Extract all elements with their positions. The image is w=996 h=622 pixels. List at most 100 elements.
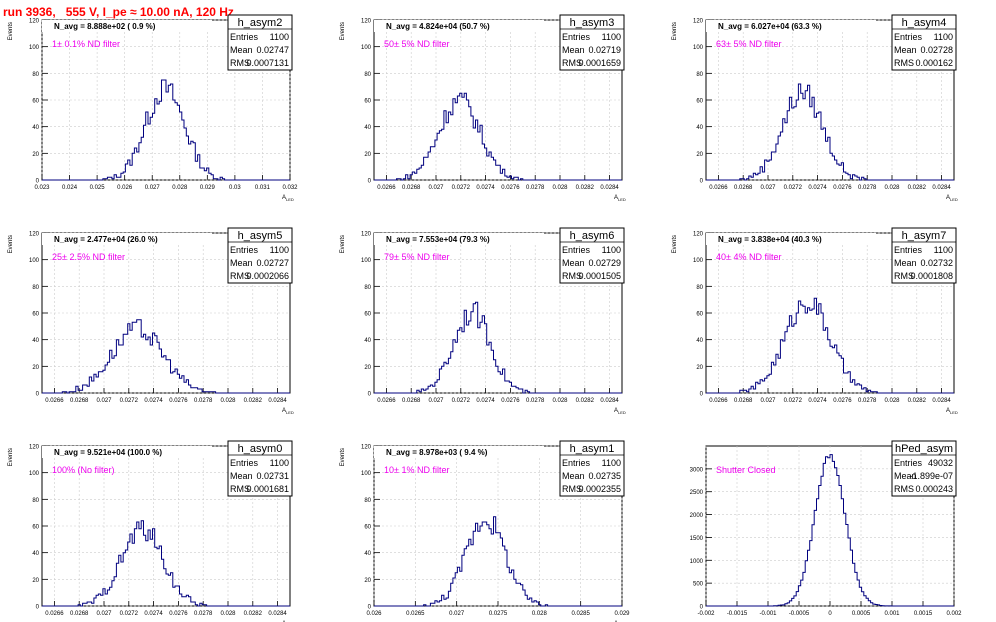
x-tick-label: 0.002 — [946, 611, 962, 617]
navg-label: N_avg = 3.838e+04 (40.3 %) — [718, 235, 822, 244]
y-axis-label: Events — [672, 235, 678, 253]
stats-label: RMS — [562, 271, 582, 281]
y-tick-label: 100 — [361, 258, 372, 264]
y-tick-label: 40 — [364, 338, 371, 344]
x-axis-label: ALED — [614, 195, 626, 202]
filter-annotation: 79± 5% ND filter — [384, 252, 449, 262]
navg-background — [374, 20, 544, 32]
x-tick-label: -0.0015 — [727, 611, 748, 617]
x-tick-label: 0.0266 — [45, 611, 64, 617]
x-tick-label: 0.0284 — [932, 185, 951, 191]
stats-value: 1100 — [270, 32, 289, 42]
x-tick-label: 0.03 — [229, 185, 241, 191]
y-axis-label: Events — [8, 235, 14, 253]
x-tick-label: 0.028 — [884, 398, 900, 404]
x-tick-label: 0.0268 — [734, 185, 753, 191]
x-tick-label: 0.0268 — [70, 398, 89, 404]
stats-value: 0.02728 — [920, 45, 953, 55]
y-tick-label: 80 — [364, 72, 371, 78]
stats-value: 1100 — [270, 458, 289, 468]
y-tick-label: 60 — [364, 99, 371, 105]
x-tick-label: 0.0278 — [858, 398, 877, 404]
y-tick-label: 120 — [29, 445, 40, 451]
y-tick-label: 2500 — [690, 490, 704, 496]
x-tick-label: 0.027 — [760, 185, 776, 191]
y-tick-label: 0 — [36, 392, 40, 398]
stats-label: Mean — [562, 45, 585, 55]
stats-box-title: h_asym7 — [902, 230, 947, 242]
y-tick-label: 80 — [696, 72, 703, 78]
x-axis-label: ALED — [946, 195, 958, 202]
y-tick-label: 40 — [32, 125, 39, 131]
stats-value: 0.02727 — [256, 258, 289, 268]
y-tick-label: 80 — [364, 285, 371, 291]
x-tick-label: 0.027 — [449, 611, 465, 617]
histogram-curve — [706, 297, 954, 394]
x-tick-label: 0.0282 — [244, 611, 263, 617]
y-tick-label: 80 — [32, 285, 39, 291]
y-tick-label: 100 — [29, 471, 40, 477]
x-tick-label: 0.028 — [532, 611, 548, 617]
x-tick-label: -0.002 — [697, 611, 715, 617]
y-tick-label: 60 — [32, 525, 39, 531]
x-tick-label: 0.0268 — [734, 398, 753, 404]
stats-label: Entries — [894, 245, 923, 255]
y-tick-label: 40 — [32, 551, 39, 557]
stats-value: 1100 — [602, 245, 621, 255]
y-tick-label: 100 — [693, 45, 704, 51]
histogram-panel-h_asym7: 0.0266 0.0268 0.027 0.0272 0.0274 0.0276 0.027… — [672, 227, 958, 415]
stats-box-title: h_asym4 — [902, 17, 947, 29]
filter-annotation: 1± 0.1% ND filter — [52, 39, 120, 49]
histogram-panel-h_asym0: 0.0266 0.0268 0.027 0.0272 0.0274 0.0276 0.027… — [8, 440, 294, 622]
histogram-panel-h_asym1: 0.026 0.0265 0.027 0.0275 0.028 0.0285 0.029 0 2… — [340, 440, 630, 622]
x-tick-label: 0.0272 — [120, 611, 139, 617]
x-tick-label: 0.001 — [884, 611, 900, 617]
stats-value: -1.899e-07 — [909, 471, 953, 481]
stats-value: 49032 — [928, 458, 953, 468]
stats-label: Mean — [230, 471, 253, 481]
x-tick-label: 0.029 — [200, 185, 216, 191]
x-tick-label: 0.027 — [428, 185, 444, 191]
stats-value: 0.0001808 — [910, 271, 953, 281]
x-tick-label: 0.0015 — [914, 611, 933, 617]
x-tick-label: 0.024 — [62, 185, 78, 191]
y-tick-label: 120 — [361, 445, 372, 451]
stats-box-title: h_asym2 — [238, 17, 283, 29]
stats-box — [891, 227, 957, 284]
y-tick-label: 40 — [32, 338, 39, 344]
x-tick-label: 0.0282 — [908, 398, 927, 404]
y-tick-label: 0 — [700, 179, 704, 185]
y-tick-label: 0 — [700, 605, 704, 611]
navg-background — [42, 20, 212, 32]
y-tick-label: 20 — [32, 365, 39, 371]
stats-label: Entries — [230, 245, 259, 255]
navg-background — [374, 233, 544, 245]
y-tick-label: 60 — [696, 99, 703, 105]
x-tick-label: 0.0274 — [476, 398, 495, 404]
filter-annotation: 40± 4% ND filter — [716, 252, 781, 262]
x-tick-label: 0.0275 — [489, 611, 508, 617]
y-tick-label: 20 — [364, 578, 371, 584]
stats-box-title: h_asym0 — [238, 443, 283, 455]
x-tick-label: 0.0268 — [402, 185, 421, 191]
navg-label: N_avg = 4.824e+04 (50.7 %) — [386, 22, 490, 31]
y-tick-label: 120 — [361, 19, 372, 25]
y-tick-label: 80 — [696, 285, 703, 291]
histogram-panel-h_asym3: 0.0266 0.0268 0.027 0.0272 0.0274 0.0276 0.027… — [340, 14, 626, 202]
y-tick-label: 100 — [361, 471, 372, 477]
x-tick-label: 0.0284 — [268, 611, 287, 617]
x-tick-label: 0.025 — [90, 185, 106, 191]
stats-value: 0.000243 — [915, 484, 953, 494]
x-tick-label: 0.0005 — [852, 611, 871, 617]
y-tick-label: 120 — [29, 19, 40, 25]
stats-box — [559, 14, 625, 71]
x-tick-label: 0.028 — [552, 185, 568, 191]
y-tick-label: 120 — [29, 232, 40, 238]
histogram-curve — [706, 454, 954, 607]
x-tick-label: 0.026 — [366, 611, 382, 617]
stats-value: 0.02732 — [920, 258, 953, 268]
stats-box-title: h_asym3 — [570, 17, 615, 29]
stats-value: 0.02719 — [588, 45, 621, 55]
navg-background — [42, 446, 212, 458]
y-tick-label: 0 — [36, 605, 40, 611]
